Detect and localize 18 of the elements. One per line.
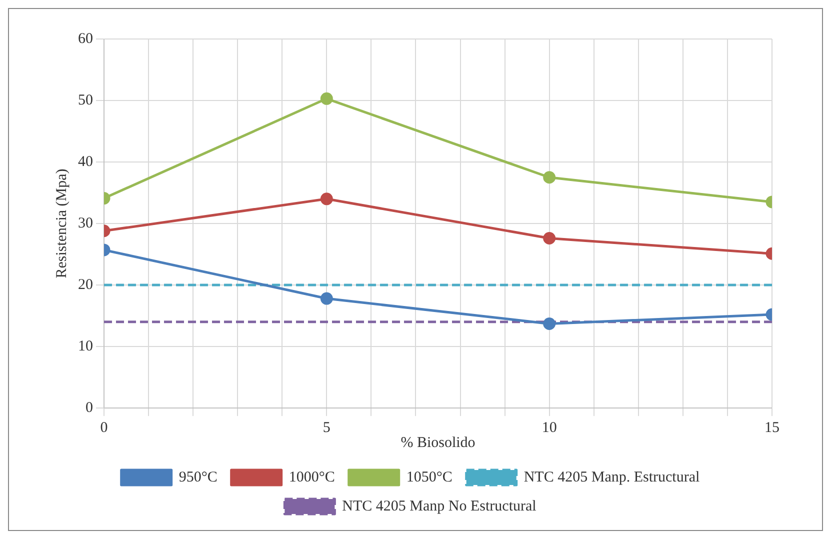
y-tick-label: 40 <box>78 154 93 170</box>
legend-label: NTC 4205 Manp No Estructural <box>342 498 536 514</box>
x-tick-label: 0 <box>100 420 108 436</box>
y-tick-label: 50 <box>78 92 93 108</box>
y-tick-label: 30 <box>78 215 93 232</box>
x-tick-label: 5 <box>322 420 330 436</box>
y-axis-title: Resistencia (Mpa) <box>54 168 70 278</box>
y-tick-label: 60 <box>78 30 93 47</box>
legend-label: 1050°C <box>406 469 452 486</box>
x-tick-label: 10 <box>542 420 557 436</box>
y-tick-label: 20 <box>78 276 93 293</box>
legend-label: 950°C <box>178 469 218 486</box>
legend-label: NTC 4205 Manp. Estructural <box>524 469 700 486</box>
x-axis-title: % Biosolido <box>400 434 476 451</box>
y-tick-label: 0 <box>86 400 93 416</box>
legend-label: 1000°C <box>288 469 335 486</box>
x-tick-label: 15 <box>764 420 780 436</box>
y-tick-label: 10 <box>78 338 93 354</box>
